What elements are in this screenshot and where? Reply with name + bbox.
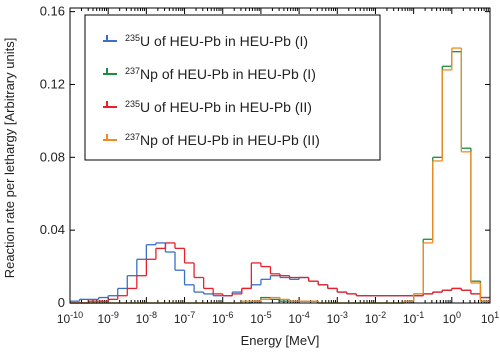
series — [70, 242, 490, 304]
x-tick-label: 10-9 — [97, 310, 118, 326]
x-axis-label: Energy [MeV] — [241, 333, 320, 348]
y-tick-label: 0.12 — [40, 76, 65, 91]
x-tick-label: 101 — [481, 310, 499, 326]
x-tick-label: 10-7 — [174, 310, 195, 326]
series — [70, 242, 490, 302]
y-tick-label: 0.08 — [40, 149, 65, 164]
legend: 235U of HEU-Pb in HEU-Pb (I) 237Np of HEU… — [84, 14, 381, 161]
y-tick-label: 0.16 — [40, 4, 65, 19]
x-tick-label: 10-8 — [136, 310, 157, 326]
y-axis-label: Reaction rate per lethargy [Arbitrary un… — [2, 38, 17, 279]
plot-frame — [69, 7, 491, 304]
x-tick-label: 10-1 — [403, 310, 424, 326]
legend-label: 237Np of HEU-Pb in HEU-Pb (I) — [125, 66, 316, 82]
x-tick-label: 10-4 — [288, 310, 309, 326]
legend-label: 235U of HEU-Pb in HEU-Pb (I) — [125, 33, 308, 49]
x-tick-label: 10-5 — [250, 310, 271, 326]
y-tick-label: 0 — [58, 295, 65, 310]
y-tick-label: 0.04 — [40, 222, 65, 237]
x-tick-label: 10-10 — [57, 310, 83, 326]
x-tick-label: 10-3 — [327, 310, 348, 326]
legend-label: 235U of HEU-Pb in HEU-Pb (II) — [125, 99, 312, 115]
x-tick-label: 10-6 — [212, 310, 233, 326]
legend-box — [84, 14, 381, 161]
legend-label: 237Np of HEU-Pb in HEU-Pb (II) — [125, 132, 320, 148]
x-tick-label: 100 — [443, 310, 461, 326]
x-tick-label: 10-2 — [365, 310, 386, 326]
